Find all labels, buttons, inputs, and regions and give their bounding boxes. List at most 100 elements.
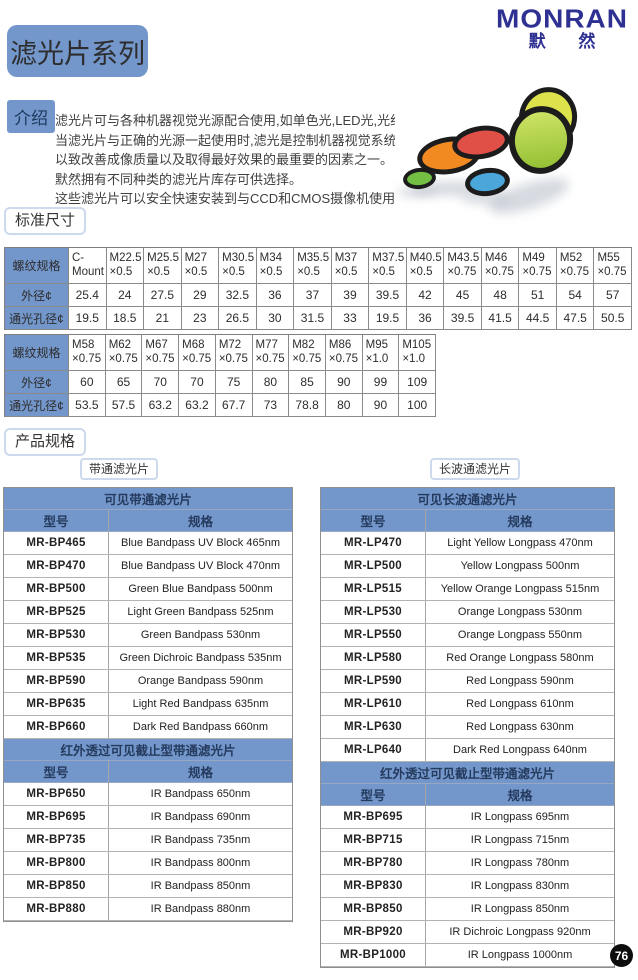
- outer-diameter-cell: 60: [69, 371, 106, 394]
- spec-cell: IR Longpass 830nm: [470, 880, 570, 892]
- bandpass-tag: 带通滤光片: [80, 458, 159, 480]
- table-row: MR-BP800 IR Bandpass 800nm: [4, 852, 292, 875]
- spec-cell: Green Blue Bandpass 500nm: [128, 583, 273, 595]
- thread-spec-cell: M40.5 ×0.5: [406, 248, 445, 284]
- model-cell: MR-BP715: [321, 829, 426, 851]
- model-cell: MR-BP1000: [321, 944, 426, 966]
- model-cell: MR-LP530: [321, 601, 426, 623]
- aperture-cell: 50.5: [594, 307, 632, 330]
- brand-logo-chinese: 默 然: [528, 32, 610, 51]
- section-title-visible-longpass: 可见长波通滤光片: [321, 488, 614, 510]
- intro-line: 这些滤光片可以安全快速安装到与CCD和CMOS摄像机使用的镜头上: [55, 191, 448, 207]
- aperture-cell: 100: [399, 394, 437, 417]
- aperture-cell: 41.5: [481, 307, 520, 330]
- table-row: MR-BP850 IR Longpass 850nm: [321, 898, 614, 921]
- spec-cell: IR Dichroic Longpass 920nm: [449, 926, 591, 938]
- table-row: MR-BP920 IR Dichroic Longpass 920nm: [321, 921, 614, 944]
- thread-spec-cell: M62 ×0.75: [105, 335, 143, 371]
- column-header-row: 型号 规格: [321, 510, 614, 532]
- table-row: MR-BP530 Green Bandpass 530nm: [4, 624, 292, 647]
- section-title-ir-longpass: 红外透过可见截止型带通滤光片: [321, 762, 614, 784]
- row-header-outer: 外径¢: [5, 371, 69, 394]
- outer-diameter-cell: 51: [519, 284, 557, 307]
- aperture-row: 通光孔径¢ 19.5 18.5 21 23 26.5 30 31.5 33 19.5 36 39.5…: [5, 307, 632, 330]
- outer-diameter-cell: 85: [289, 371, 326, 394]
- outer-diameter-cell: 57: [594, 284, 632, 307]
- column-header-row: 型号 规格: [4, 761, 292, 783]
- thread-spec-cell: M37 ×0.5: [331, 248, 370, 284]
- spec-cell: Light Yellow Longpass 470nm: [447, 537, 593, 549]
- model-column-header: 型号: [4, 761, 109, 782]
- spec-cell: Green Bandpass 530nm: [140, 629, 261, 641]
- spec-column-header: 规格: [507, 515, 533, 529]
- spec-cell: IR Bandpass 650nm: [150, 788, 251, 800]
- standard-size-label: 标准尺寸: [4, 207, 87, 235]
- thread-spec-cell: M30.5 ×0.5: [219, 248, 257, 284]
- row-header-thread: 螺纹规格: [5, 335, 69, 371]
- thread-spec-cell: M105 ×1.0: [399, 335, 437, 371]
- brand-logo-wordmark: MONRAN: [496, 4, 628, 33]
- thread-spec-cell: M68 ×0.75: [179, 335, 216, 371]
- spec-cell: Red Orange Longpass 580nm: [446, 652, 594, 664]
- outer-diameter-cell: 29: [181, 284, 220, 307]
- thread-spec-cell: C-Mount: [69, 248, 107, 284]
- aperture-cell: 31.5: [294, 307, 332, 330]
- outer-diameter-cell: 25.4: [69, 284, 107, 307]
- spec-cell: IR Bandpass 880nm: [150, 903, 251, 915]
- intro-paragraph: 滤光片可与各种机器视觉光源配合使用,如单色光,LED光,光纤照明等等. 当滤光片与…: [55, 111, 459, 209]
- aperture-cell: 21: [144, 307, 182, 330]
- model-cell: MR-BP465: [4, 532, 109, 554]
- model-cell: MR-BP590: [4, 670, 109, 692]
- outer-diameter-cell: 27.5: [144, 284, 182, 307]
- aperture-cell: 44.5: [519, 307, 557, 330]
- table-row: MR-BP1000 IR Longpass 1000nm: [321, 944, 614, 967]
- table-row: MR-LP580 Red Orange Longpass 580nm: [321, 647, 614, 670]
- spec-cell: Red Longpass 610nm: [466, 698, 574, 710]
- photo-shadow: [397, 188, 437, 197]
- model-cell: MR-BP535: [4, 647, 109, 669]
- row-header-outer: 外径¢: [5, 284, 69, 307]
- table-row: MR-BP695 IR Bandpass 690nm: [4, 806, 292, 829]
- table-row: MR-BP465 Blue Bandpass UV Block 465nm: [4, 532, 292, 555]
- spec-cell: IR Longpass 715nm: [470, 834, 570, 846]
- spec-cell: Green Dichroic Bandpass 535nm: [119, 652, 282, 664]
- section-title-ir-bandpass: 红外透过可见截止型带通滤光片: [4, 739, 292, 761]
- column-header-row: 型号 规格: [321, 784, 614, 806]
- model-cell: MR-BP695: [4, 806, 109, 828]
- model-column-header: 型号: [4, 510, 109, 531]
- table-row: MR-BP470 Blue Bandpass UV Block 470nm: [4, 555, 292, 578]
- outer-diameter-cell: 80: [252, 371, 290, 394]
- table-row: MR-LP470 Light Yellow Longpass 470nm: [321, 532, 614, 555]
- spec-cell: IR Bandpass 735nm: [150, 834, 251, 846]
- aperture-cell: 36: [406, 307, 445, 330]
- aperture-cell: 33: [331, 307, 370, 330]
- model-cell: MR-BP470: [4, 555, 109, 577]
- thread-spec-cell: M22.5 ×0.5: [106, 248, 145, 284]
- size-table-2: 螺纹规格 M58 ×0.75 M62 ×0.75 M67 ×0.75 M68 ×0.7…: [4, 334, 437, 417]
- model-column-header: 型号: [321, 510, 426, 531]
- spec-cell: IR Longpass 780nm: [470, 857, 570, 869]
- thread-spec-cell: M82 ×0.75: [289, 335, 326, 371]
- outer-diameter-cell: 32.5: [219, 284, 257, 307]
- model-cell: MR-LP590: [321, 670, 426, 692]
- spec-cell: IR Bandpass 800nm: [150, 857, 251, 869]
- aperture-cell: 67.7: [215, 394, 253, 417]
- thread-spec-cell: M43.5 ×0.75: [444, 248, 482, 284]
- table-row: MR-LP610 Red Longpass 610nm: [321, 693, 614, 716]
- aperture-cell: 63.2: [179, 394, 216, 417]
- model-cell: MR-BP880: [4, 898, 109, 920]
- aperture-cell: 78.8: [289, 394, 326, 417]
- outer-diameter-cell: 70: [142, 371, 180, 394]
- spec-cell: Dark Red Longpass 640nm: [453, 744, 587, 756]
- spec-cell: Light Green Bandpass 525nm: [127, 606, 274, 618]
- intro-line: 当滤光片与正确的光源一起使用时,滤光是控制机器视觉系统的性能能: [55, 132, 449, 148]
- aperture-row: 通光孔径¢ 53.5 57.5 63.2 63.2 67.7 73 78.8 80 90 100: [5, 394, 437, 417]
- photo-shadow: [461, 194, 511, 204]
- thread-spec-cell: M86 ×0.75: [325, 335, 363, 371]
- outer-diameter-cell: 42: [406, 284, 445, 307]
- outer-diameter-cell: 36: [256, 284, 295, 307]
- table-row: MR-BP635 Light Red Bandpass 635nm: [4, 693, 292, 716]
- aperture-cell: 18.5: [106, 307, 145, 330]
- table-row: MR-BP780 IR Longpass 780nm: [321, 852, 614, 875]
- spec-cell: Red Longpass 590nm: [466, 675, 574, 687]
